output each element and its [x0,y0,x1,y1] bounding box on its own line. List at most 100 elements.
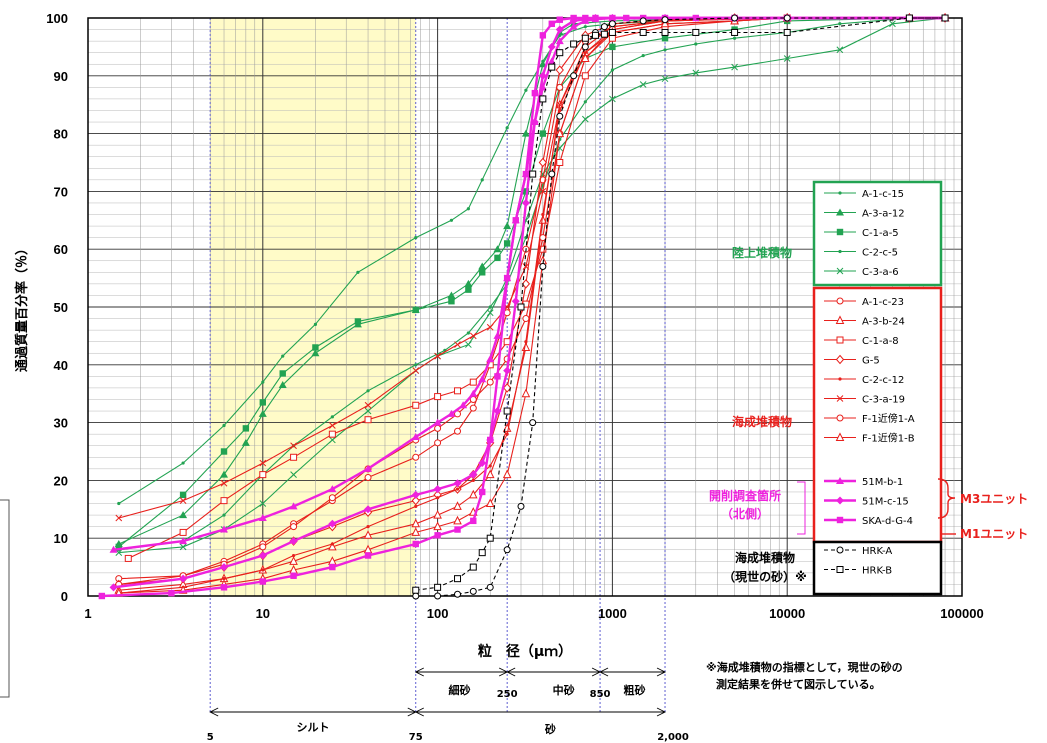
data-point [469,563,477,571]
data-point [434,583,442,591]
data-point [117,501,121,506]
data-point [124,554,132,562]
data-point [454,427,462,435]
coarse-sand-arrow-head [599,667,609,677]
data-point [591,31,599,39]
data-point [448,298,455,305]
data-point [109,583,118,592]
data-point [259,471,267,479]
data-point [220,479,228,487]
data-point [836,336,844,344]
data-point [889,20,896,28]
y-tick-label: 40 [54,358,68,373]
series-HRK-B [412,14,949,594]
data-point [289,502,298,510]
data-point [241,438,250,446]
data-point [838,249,842,254]
data-point [222,423,226,428]
boundary-2000: 2,000 [657,732,689,743]
data-point [179,528,187,536]
data-point [478,262,487,270]
data-point [328,485,337,493]
y-tick-label: 0 [61,589,68,604]
legend-box-modern [812,540,943,596]
data-point [836,516,844,524]
x-tick-label: 1 [84,606,91,621]
data-point [364,407,372,415]
legend-label: C-2-c-12 [862,375,904,386]
data-point [447,291,456,299]
data-point [905,14,913,22]
data-point [179,497,187,504]
boundary-250: 250 [497,689,518,700]
data-point [412,592,420,600]
data-point [459,401,468,409]
legend-label: C-1-a-8 [862,336,899,347]
data-point [469,378,477,386]
data-point [98,592,106,600]
legend-item: A-3-b-24 [824,315,905,328]
data-point [517,502,525,510]
data-point [503,240,511,247]
data-point [447,409,456,417]
data-point [478,459,487,468]
data-point [692,69,700,77]
data-point [312,344,319,351]
legend-item: F-1近傍1-B [824,432,915,445]
data-point [364,505,373,514]
x-tick-label: 100000 [940,606,983,621]
data-point [539,130,547,137]
legend-item: A-1-c-15 [824,189,904,200]
legend-group-marine: 海成堆積物 [732,414,792,429]
legend-label: C-2-c-5 [862,248,898,259]
data-point [412,367,420,374]
data-point [179,491,187,499]
data-point [783,14,791,22]
data-point [539,32,547,39]
x-tick-label: 10 [256,606,270,621]
data-point [366,389,370,393]
note-line-2: 測定結果を併せて図示している。 [716,677,881,691]
legend-item: A-3-a-12 [824,208,905,220]
legend-box-land [812,180,943,287]
boundary-75: 75 [409,732,423,743]
data-point [220,584,228,591]
data-point [582,14,589,22]
data-point [478,375,487,383]
data-point [531,89,539,97]
legend-item: C-1-a-5 [824,228,899,239]
data-point [330,415,334,419]
data-point [503,274,511,282]
data-point [168,589,175,597]
data-point [363,530,373,539]
y-tick-label: 50 [54,300,68,315]
data-point [328,430,336,438]
data-point [485,498,495,508]
data-point [356,270,360,274]
data-point [583,51,587,55]
data-point [290,572,297,579]
data-point [838,191,842,195]
data-point [290,523,298,531]
legend: A-1-c-15 A-3-a-12 C-1-a-5 C-2-c-5 C-3-a-6 A-1… [709,180,1028,596]
data-point [556,16,563,23]
trench-bracket [797,481,806,535]
data-point [289,537,298,546]
data-point [731,14,739,22]
legend-label: SKA-d-G-4 [862,516,913,527]
data-point [454,410,462,418]
legend-item: HRK-A [824,546,892,557]
data-point [487,436,494,444]
series-line [118,17,946,548]
data-point [494,373,501,380]
data-point [581,115,589,123]
silt-arrow-head [209,707,219,717]
data-point [581,43,589,51]
data-point [222,513,226,517]
data-point [521,388,531,398]
data-point [259,500,267,507]
unit-label-m3: M3ユニット [960,492,1028,506]
data-point [539,188,547,195]
data-point [581,72,589,80]
